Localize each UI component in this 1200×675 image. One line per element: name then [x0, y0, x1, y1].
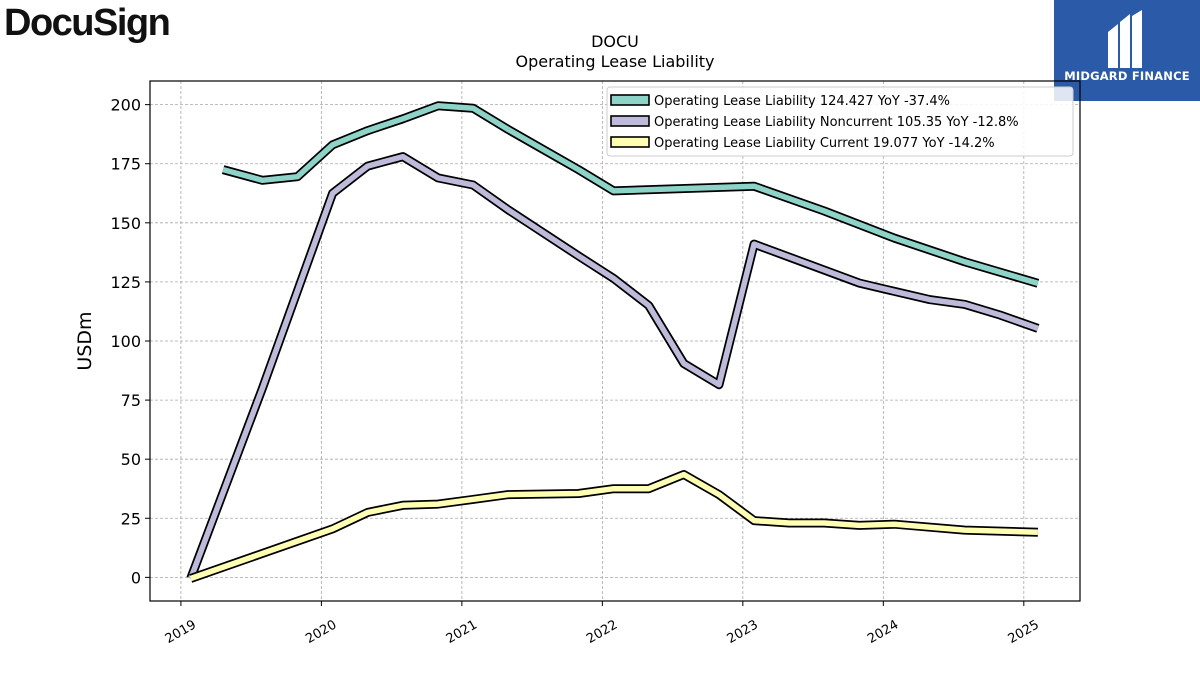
- legend-swatch: [610, 115, 650, 127]
- x-tick-label: 2023: [725, 617, 761, 647]
- legend-box: [606, 86, 1074, 157]
- y-tick-label: 75: [121, 391, 141, 410]
- series-1-line: [222, 103, 1039, 286]
- legend-swatch: [610, 94, 650, 106]
- y-tick-label: 100: [110, 332, 141, 351]
- chart-title: DOCU: [591, 32, 639, 51]
- x-tick-label: 2020: [303, 617, 339, 647]
- y-tick-label: 200: [110, 96, 141, 115]
- legend: Operating Lease Liability 124.427 YoY -3…: [606, 86, 1074, 157]
- docusign-logo: DocuSign: [4, 2, 171, 44]
- x-tick-label: 2019: [163, 617, 199, 647]
- series-lines: [186, 101, 1040, 583]
- midgard-finance-logo-icon: [1108, 10, 1142, 68]
- grid: [150, 81, 1080, 601]
- y-tick-label: 125: [110, 273, 141, 292]
- series-2-outline: [186, 152, 1040, 581]
- x-tick-label: 2022: [584, 617, 620, 647]
- legend-label: Operating Lease Liability 124.427 YoY -3…: [654, 94, 950, 109]
- y-tick-label: 175: [110, 155, 141, 174]
- legend-label: Operating Lease Liability Noncurrent 105…: [654, 115, 1019, 130]
- legend-swatch: [610, 136, 650, 148]
- x-tick-label: 2025: [1006, 617, 1042, 647]
- midgard-finance-logo: MIDGARD FINANCE: [1054, 0, 1200, 101]
- y-tick-label: 0: [131, 568, 141, 587]
- series-3-line: [189, 471, 1038, 582]
- x-tick-label: 2024: [865, 617, 901, 647]
- chart-subtitle: Operating Lease Liability: [515, 52, 715, 71]
- series-2-line: [188, 153, 1039, 580]
- y-axis-label: USDm: [74, 311, 96, 370]
- y-tick-label: 150: [110, 214, 141, 233]
- y-tick-label: 50: [121, 450, 141, 469]
- legend-label: Operating Lease Liability Current 19.077…: [654, 136, 995, 151]
- x-tick-label: 2021: [444, 617, 480, 647]
- y-tick-label: 25: [121, 509, 141, 528]
- midgard-finance-label: MIDGARD FINANCE: [1064, 69, 1190, 83]
